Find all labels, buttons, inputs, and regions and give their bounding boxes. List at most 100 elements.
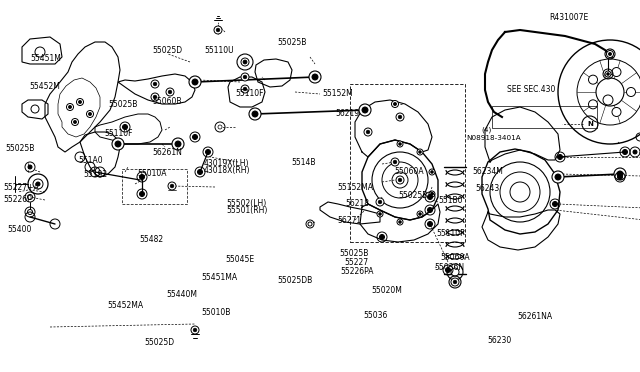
Circle shape [429, 191, 435, 197]
Circle shape [596, 78, 624, 106]
Text: 55025B: 55025B [109, 100, 138, 109]
Circle shape [618, 174, 623, 180]
Circle shape [391, 158, 399, 166]
Circle shape [398, 178, 402, 182]
Text: 55110F: 55110F [104, 129, 133, 138]
Text: 55010B: 55010B [202, 308, 231, 317]
Circle shape [609, 52, 612, 55]
Circle shape [362, 107, 368, 113]
Circle shape [28, 195, 33, 199]
Circle shape [557, 154, 563, 160]
Text: 56243: 56243 [475, 184, 499, 193]
Circle shape [86, 110, 93, 118]
Circle shape [140, 174, 145, 180]
Circle shape [88, 112, 92, 116]
Text: 55025B: 55025B [339, 249, 369, 258]
Circle shape [72, 119, 79, 125]
Text: 55036N: 55036N [434, 263, 464, 272]
Circle shape [170, 184, 174, 188]
Circle shape [451, 278, 459, 286]
Circle shape [617, 171, 623, 177]
Text: 55226PA: 55226PA [340, 267, 374, 276]
Circle shape [243, 60, 247, 64]
Circle shape [309, 71, 321, 83]
Circle shape [312, 74, 318, 80]
Circle shape [397, 141, 403, 147]
Circle shape [398, 115, 402, 119]
Circle shape [453, 280, 457, 284]
Circle shape [379, 213, 381, 215]
Circle shape [67, 103, 74, 110]
Text: 55192: 55192 [83, 170, 108, 179]
Circle shape [623, 150, 627, 154]
Circle shape [172, 138, 184, 150]
Circle shape [612, 68, 621, 77]
Circle shape [397, 219, 403, 225]
Circle shape [216, 28, 220, 32]
Circle shape [633, 150, 637, 154]
Text: 55025B: 55025B [399, 191, 428, 200]
Text: N08918-3401A: N08918-3401A [466, 135, 521, 141]
Circle shape [308, 222, 312, 226]
Text: 55025D: 55025D [144, 338, 174, 347]
Circle shape [151, 80, 159, 88]
Text: 55060A: 55060A [440, 253, 470, 262]
Circle shape [198, 170, 202, 174]
Circle shape [555, 174, 561, 180]
Circle shape [153, 82, 157, 86]
Text: 55110F: 55110F [236, 89, 264, 98]
Text: 55020M: 55020M [371, 286, 402, 295]
Circle shape [192, 79, 198, 85]
Circle shape [243, 87, 247, 91]
Circle shape [417, 149, 423, 155]
Text: 55501(RH): 55501(RH) [227, 206, 268, 215]
Text: 551B0: 551B0 [438, 196, 463, 205]
Circle shape [28, 165, 32, 169]
Circle shape [252, 111, 258, 117]
Circle shape [589, 100, 598, 109]
Circle shape [419, 213, 421, 215]
Circle shape [392, 100, 399, 108]
Circle shape [168, 90, 172, 94]
Circle shape [214, 26, 222, 34]
Circle shape [377, 211, 383, 217]
Text: 56230: 56230 [488, 336, 512, 345]
Circle shape [74, 121, 77, 124]
Text: 56271: 56271 [337, 216, 362, 225]
Circle shape [151, 93, 159, 101]
Text: 55010A: 55010A [138, 169, 167, 178]
Text: 56234M: 56234M [472, 167, 503, 176]
Circle shape [189, 76, 201, 88]
Circle shape [36, 182, 40, 186]
Circle shape [431, 171, 433, 173]
Circle shape [378, 200, 382, 204]
Circle shape [364, 128, 372, 136]
Circle shape [112, 138, 124, 150]
Text: SEE SEC.430: SEE SEC.430 [507, 85, 556, 94]
Circle shape [419, 151, 421, 153]
Text: (4): (4) [481, 127, 492, 134]
Bar [492, 106, 597, 128]
Circle shape [428, 221, 433, 227]
Circle shape [396, 113, 404, 121]
Text: 55451M: 55451M [31, 54, 61, 63]
Circle shape [417, 211, 423, 217]
Circle shape [605, 71, 611, 77]
Circle shape [399, 221, 401, 223]
Text: 43018X(RH): 43018X(RH) [204, 166, 250, 175]
Circle shape [218, 125, 222, 129]
Text: 55025D: 55025D [152, 46, 182, 55]
Circle shape [399, 142, 401, 145]
Circle shape [552, 171, 564, 183]
Text: 55482: 55482 [140, 235, 164, 244]
Circle shape [175, 141, 181, 147]
Circle shape [28, 209, 33, 215]
Text: 55452MA: 55452MA [108, 301, 143, 310]
Circle shape [241, 58, 249, 66]
Text: 55227: 55227 [344, 258, 369, 267]
Text: 55025DB: 55025DB [278, 276, 313, 285]
Text: 55400: 55400 [8, 225, 32, 234]
Text: 55227+A: 55227+A [4, 183, 40, 192]
Text: 55152M: 55152M [322, 89, 353, 98]
Circle shape [366, 130, 370, 134]
